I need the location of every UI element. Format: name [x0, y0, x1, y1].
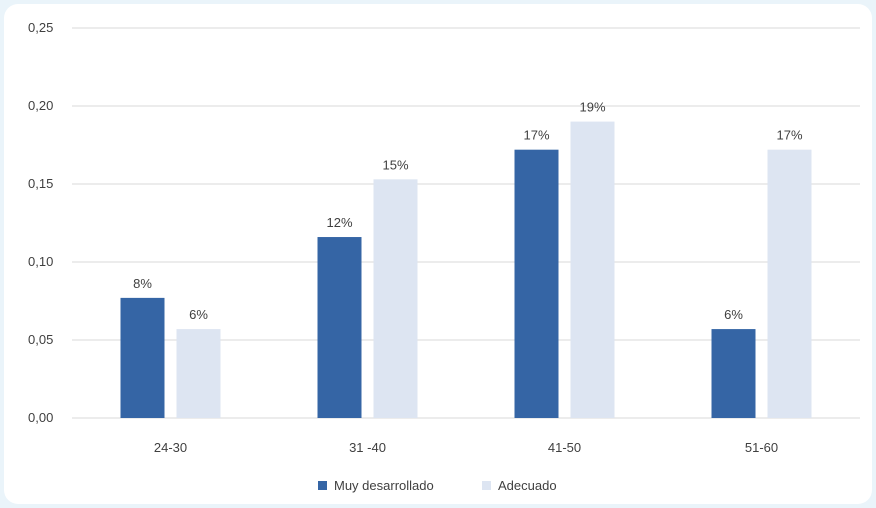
data-label: 17% [776, 128, 802, 143]
data-label: 19% [579, 100, 605, 115]
bar-muy-desarrollado [514, 149, 559, 418]
y-tick-label: 0,25 [28, 20, 53, 35]
data-label: 6% [724, 307, 743, 322]
data-label: 6% [189, 307, 208, 322]
x-tick-label: 31 -40 [349, 440, 386, 455]
x-tick-label: 24-30 [154, 440, 187, 455]
data-label: 8% [133, 276, 152, 291]
y-axis-ticks: 0,00 0,05 0,10 0,15 0,20 0,25 [28, 20, 53, 425]
bar-adecuado [373, 179, 418, 418]
y-tick-label: 0,05 [28, 332, 53, 347]
data-label: 17% [523, 128, 549, 143]
bar-adecuado [570, 121, 615, 418]
legend-label: Adecuado [498, 478, 557, 493]
legend-swatch [482, 481, 491, 490]
bar-muy-desarrollado [711, 329, 756, 418]
bars [120, 121, 812, 418]
y-tick-label: 0,10 [28, 254, 53, 269]
y-tick-label: 0,15 [28, 176, 53, 191]
chart-card [4, 4, 872, 504]
x-axis-ticks: 24-30 31 -40 41-50 51-60 [154, 440, 778, 455]
data-labels: 8% 6% 12% 15% 17% 19% 6% 17% [133, 100, 803, 322]
x-tick-label: 41-50 [548, 440, 581, 455]
legend-label: Muy desarrollado [334, 478, 434, 493]
data-label: 12% [326, 215, 352, 230]
bar-muy-desarrollado [317, 237, 362, 418]
bar-muy-desarrollado [120, 297, 165, 418]
legend-swatch [318, 481, 327, 490]
y-tick-label: 0,20 [28, 98, 53, 113]
bar-adecuado [767, 149, 812, 418]
data-label: 15% [382, 157, 408, 172]
bar-adecuado [176, 329, 221, 418]
legend: Muy desarrollado Adecuado [318, 478, 557, 493]
y-tick-label: 0,00 [28, 410, 53, 425]
x-tick-label: 51-60 [745, 440, 778, 455]
